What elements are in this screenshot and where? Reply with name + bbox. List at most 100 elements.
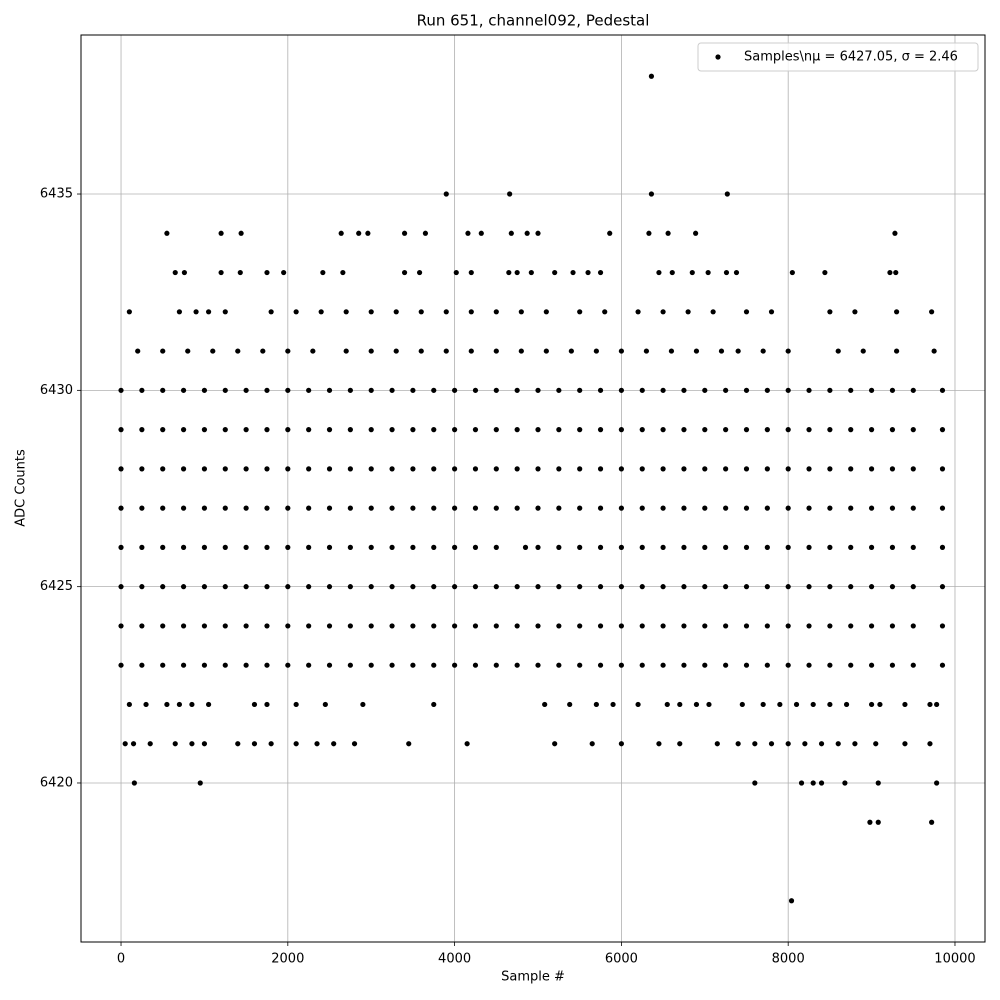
- data-point: [306, 427, 312, 433]
- data-point: [347, 623, 353, 629]
- data-point: [368, 505, 374, 511]
- data-point: [260, 348, 266, 354]
- data-point: [264, 701, 270, 708]
- data-point: [723, 269, 730, 276]
- data-point: [868, 505, 875, 511]
- data-point: [431, 544, 437, 550]
- data-point: [139, 387, 145, 393]
- data-point: [639, 505, 645, 511]
- data-point: [806, 544, 812, 550]
- data-point: [910, 584, 916, 590]
- data-point: [118, 623, 124, 629]
- data-point: [927, 701, 933, 708]
- data-point: [618, 662, 624, 668]
- data-point: [472, 387, 479, 393]
- data-point: [222, 387, 228, 393]
- data-point: [889, 544, 896, 550]
- data-point: [764, 427, 770, 433]
- data-point: [180, 584, 187, 590]
- data-point: [743, 544, 750, 550]
- data-point: [281, 269, 287, 276]
- data-point: [785, 662, 791, 668]
- data-point: [180, 544, 187, 550]
- data-point: [264, 544, 270, 550]
- data-point: [723, 544, 729, 550]
- data-point: [723, 387, 729, 393]
- data-point: [931, 348, 937, 354]
- data-point: [368, 623, 374, 629]
- data-point: [939, 584, 946, 590]
- data-point: [368, 387, 374, 393]
- data-point: [743, 505, 750, 511]
- data-point: [389, 505, 395, 511]
- data-point: [785, 584, 791, 590]
- y-tick-label: 6435: [40, 187, 73, 202]
- data-point: [453, 269, 459, 276]
- data-point: [910, 466, 916, 472]
- data-point: [597, 505, 604, 511]
- data-point: [743, 466, 750, 472]
- data-point: [785, 387, 791, 393]
- data-point: [493, 584, 499, 590]
- data-point: [806, 387, 812, 393]
- data-point: [464, 741, 470, 747]
- data-point: [243, 427, 249, 433]
- data-point: [702, 662, 708, 668]
- data-point: [593, 701, 599, 708]
- data-point: [752, 741, 758, 747]
- data-point: [589, 741, 595, 747]
- data-point: [251, 701, 258, 708]
- data-point: [331, 741, 337, 747]
- data-point: [597, 662, 604, 668]
- data-point: [789, 269, 795, 276]
- data-point: [939, 623, 946, 629]
- data-point: [806, 623, 812, 629]
- data-point: [764, 662, 770, 668]
- data-point: [468, 309, 474, 315]
- data-point: [818, 741, 825, 747]
- data-point: [793, 701, 800, 708]
- data-point: [648, 73, 655, 79]
- data-point: [867, 819, 873, 825]
- data-point: [410, 584, 416, 590]
- data-point: [238, 230, 244, 236]
- data-point: [222, 584, 228, 590]
- data-point: [472, 623, 479, 629]
- data-point: [681, 505, 687, 511]
- data-point: [264, 427, 270, 433]
- axes-frame: [80, 34, 986, 943]
- data-point: [646, 230, 652, 236]
- data-point: [201, 623, 208, 629]
- data-point: [929, 819, 935, 825]
- data-point: [326, 584, 333, 590]
- data-point: [410, 427, 416, 433]
- data-point: [264, 466, 270, 472]
- y-tick-label: 6430: [40, 383, 73, 398]
- data-point: [368, 544, 374, 550]
- data-point: [639, 623, 645, 629]
- data-point: [868, 387, 875, 393]
- legend-box: [697, 42, 979, 72]
- data-point: [660, 309, 666, 315]
- data-point: [806, 505, 812, 511]
- data-point: [243, 505, 249, 511]
- data-point: [889, 466, 896, 472]
- data-point: [181, 269, 188, 276]
- data-point: [160, 584, 166, 590]
- data-point: [452, 662, 458, 668]
- data-point: [264, 623, 270, 629]
- data-point: [389, 387, 395, 393]
- data-point: [285, 348, 291, 354]
- data-point: [939, 505, 946, 511]
- data-point: [798, 780, 805, 786]
- data-point: [368, 466, 374, 472]
- data-point: [939, 427, 946, 433]
- data-point: [322, 701, 328, 708]
- data-point: [422, 230, 429, 236]
- y-tick-label: 6425: [40, 579, 73, 594]
- data-point: [235, 741, 241, 747]
- data-point: [338, 230, 344, 236]
- data-point: [514, 269, 520, 276]
- data-point: [875, 780, 881, 786]
- data-point: [718, 348, 725, 354]
